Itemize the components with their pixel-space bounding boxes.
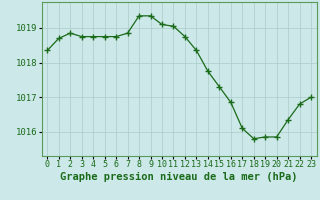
X-axis label: Graphe pression niveau de la mer (hPa): Graphe pression niveau de la mer (hPa) [60,172,298,182]
